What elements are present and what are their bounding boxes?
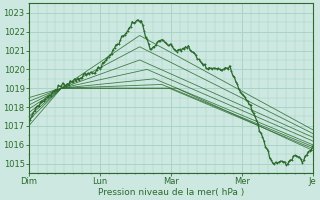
- X-axis label: Pression niveau de la mer( hPa ): Pression niveau de la mer( hPa ): [98, 188, 244, 197]
